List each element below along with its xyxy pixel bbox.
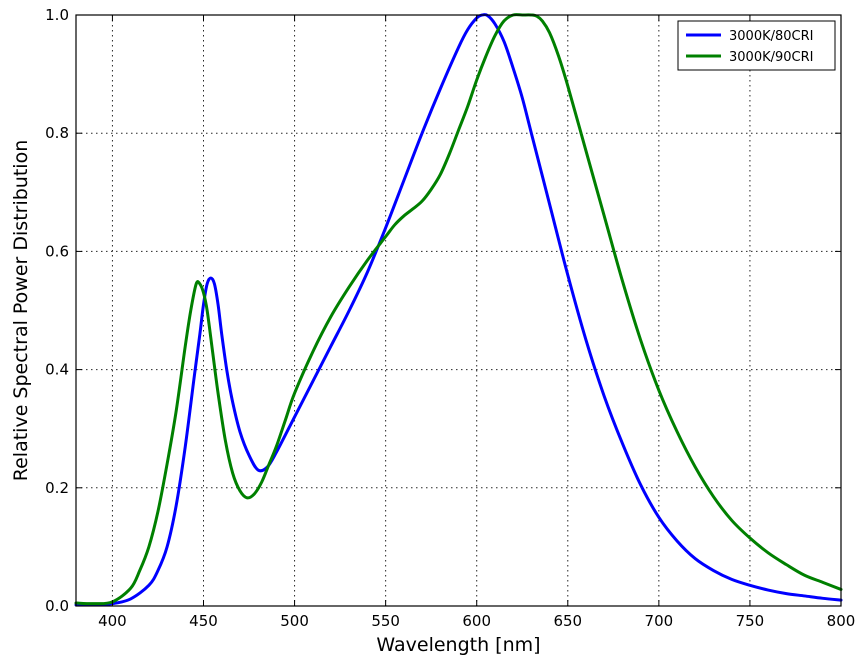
- legend-entry-label: 3000K/80CRI: [729, 29, 813, 44]
- y-tick-label: 0.6: [45, 242, 69, 260]
- y-tick-label: 0.4: [45, 361, 69, 379]
- series-line-0: [74, 13, 843, 607]
- series-lines: [74, 13, 843, 607]
- x-tick-label: 600: [462, 612, 491, 630]
- x-axis-label: Wavelength [nm]: [376, 634, 540, 656]
- legend-entry-label: 3000K/90CRI: [729, 50, 813, 65]
- x-tick-label: 800: [827, 612, 856, 630]
- x-tick-label: 750: [736, 612, 765, 630]
- series-line-1: [74, 13, 843, 606]
- plot-frame: [75, 14, 842, 607]
- x-tick-label: 550: [371, 612, 400, 630]
- axis-ticks: [76, 14, 842, 607]
- y-axis-label: Relative Spectral Power Distribution: [10, 140, 32, 481]
- x-tick-label: 700: [645, 612, 674, 630]
- y-tick-label: 1.0: [45, 6, 69, 24]
- y-tick-label: 0.2: [45, 479, 69, 497]
- x-tick-label: 500: [280, 612, 309, 630]
- legend-frame: [677, 20, 836, 71]
- x-tick-label: 450: [189, 612, 218, 630]
- y-tick-label: 0.0: [45, 597, 69, 615]
- legend: 3000K/80CRI 3000K/90CRI: [677, 20, 836, 71]
- y-tick-label: 0.8: [45, 124, 69, 142]
- x-tick-label: 400: [98, 612, 127, 630]
- x-tick-label: 650: [553, 612, 582, 630]
- axis-tick-labels: 400 450 500 550 600 650 700 750 800 0.0 0.2 0.4 0.6 0…: [45, 6, 855, 630]
